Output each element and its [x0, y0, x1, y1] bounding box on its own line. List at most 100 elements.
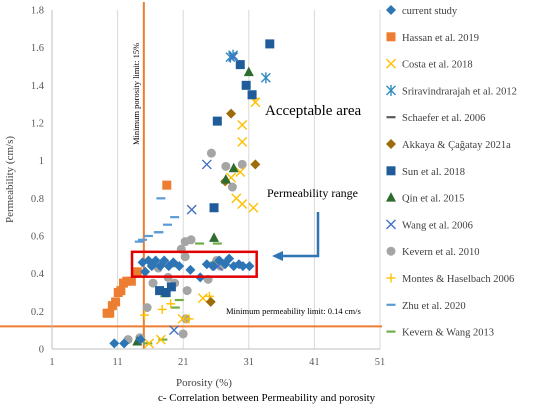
legend-marker	[386, 166, 396, 176]
legend-marker	[386, 192, 396, 202]
point-hassan-et-al-2019	[126, 276, 136, 286]
acceptable-area-label: Acceptable area	[265, 103, 362, 119]
point-montes-haselbach-2006	[157, 304, 167, 314]
point-sriravindrarajah-et-al-2012	[260, 72, 271, 84]
axes: 00.20.40.60.811.21.41.61.81 11 21 31 41 51Por…	[4, 6, 385, 390]
point-costa-et-al-2018	[197, 293, 208, 304]
point-costa-et-al-2018	[248, 202, 259, 213]
legend-label: Sriravindrarajah et al. 2012	[402, 86, 517, 97]
point-kevern-et-al-2010	[142, 303, 152, 313]
x-axis-title: Porosity (%)	[176, 377, 232, 389]
point-qin-et-al-2015	[243, 66, 254, 77]
annotations: Minimum porosity limit: 15% Minimum perme…	[130, 43, 376, 404]
point-sriravindrarajah-et-al-2012	[228, 49, 239, 61]
point-akkaya-a-atay-2021a	[250, 159, 261, 170]
point-sun-et-al-2018	[209, 203, 219, 213]
point-costa-et-al-2018	[177, 313, 188, 324]
point-sun-et-al-2018	[235, 60, 245, 70]
legend-marker	[386, 273, 396, 283]
legend-item-wang-et-al-2006: Wang et al. 2006	[386, 219, 473, 231]
point-costa-et-al-2018	[155, 334, 166, 345]
point-kevern-et-al-2010	[178, 329, 188, 339]
legend-item-hassan-et-al-2019: Hassan et al. 2019	[386, 32, 479, 44]
point-costa-et-al-2018	[250, 97, 261, 108]
legend-label: Kevern & Wang 2013	[402, 328, 494, 339]
grid	[117, 10, 381, 349]
point-sun-et-al-2018	[265, 39, 275, 49]
point-sun-et-al-2018	[241, 80, 251, 90]
y-tick-label: 0.4	[31, 269, 45, 280]
legend-label: Montes & Haselbach 2006	[402, 274, 514, 285]
point-costa-et-al-2018	[235, 166, 246, 177]
legend-label: Hassan et al. 2019	[402, 33, 479, 44]
point-kevern-et-al-2010	[206, 148, 216, 158]
point-current-study	[150, 255, 161, 266]
point-wang-et-al-2006	[201, 159, 212, 170]
point-current-study	[174, 261, 185, 272]
point-current-study	[159, 255, 170, 266]
point-kevern-et-al-2010	[227, 182, 237, 192]
x-tick-label: 11	[113, 357, 123, 368]
point-qin-et-al-2015	[220, 174, 231, 184]
legend: current study Hassan et al. 2019 Costa et …	[386, 5, 517, 339]
legend-marker	[386, 246, 396, 256]
point-akkaya-a-atay-2021a	[226, 108, 237, 119]
highlight-box	[130, 250, 258, 278]
legend-item-qin-et-al-2015: Qin et al. 2015	[386, 192, 464, 205]
point-hassan-et-al-2019	[162, 180, 172, 190]
y-tick-label: 1.6	[31, 43, 44, 54]
y-axis-title: Permeability (cm/s)	[4, 136, 16, 223]
legend-item-kevern-wang-2013: Kevern & Wang 2013	[386, 328, 494, 339]
point-costa-et-al-2018	[237, 198, 248, 209]
x-tick-label: 1	[49, 357, 54, 368]
legend-label: Zhu et al. 2020	[402, 301, 466, 312]
point-akkaya-a-atay-2021a	[205, 296, 216, 307]
point-montes-haselbach-2006	[139, 310, 149, 320]
legend-label: Schaefer et al. 2006	[402, 113, 485, 124]
legend-item-costa-et-al-2018: Costa et al. 2018	[386, 58, 473, 71]
reference-lines	[0, 2, 382, 349]
point-current-study	[140, 266, 151, 277]
point-sun-et-al-2018	[212, 116, 222, 126]
legend-label: Akkaya & Çağatay 2021a	[402, 140, 511, 151]
data-marks	[102, 39, 275, 349]
legend-item-current-study: current study	[386, 5, 458, 17]
x-tick-label: 31	[244, 357, 255, 368]
point-wang-et-al-2006	[186, 204, 197, 215]
x-tick-label: 21	[178, 357, 189, 368]
legend-marker	[386, 5, 396, 15]
legend-marker	[386, 219, 396, 230]
legend-label: Kevern et al. 2010	[402, 247, 480, 258]
point-current-study	[237, 261, 248, 272]
y-tick-label: 0.8	[31, 194, 44, 205]
legend-label: Wang et al. 2006	[402, 220, 473, 231]
y-tick-label: 0.2	[31, 307, 44, 318]
point-current-study	[185, 264, 196, 275]
legend-marker	[386, 32, 396, 42]
point-kevern-et-al-2010	[186, 235, 196, 245]
y-tick-label: 1.4	[31, 81, 45, 92]
point-current-study	[109, 338, 120, 349]
point-sun-et-al-2018	[161, 288, 171, 297]
point-montes-haselbach-2006	[184, 314, 194, 324]
point-hassan-et-al-2019	[111, 297, 121, 307]
point-wang-et-al-2006	[228, 52, 239, 63]
legend-item-schaefer-et-al-2006: Schaefer et al. 2006	[386, 113, 485, 124]
x-tick-label: 41	[309, 357, 320, 368]
point-kevern-et-al-2010	[148, 278, 158, 288]
point-hassan-et-al-2019	[116, 286, 126, 296]
point-montes-haselbach-2006	[166, 299, 176, 309]
y-tick-label: 1	[39, 156, 44, 167]
y-tick-label: 1.2	[31, 119, 44, 130]
legend-item-sun-et-al-2018: Sun et al. 2018	[386, 166, 465, 178]
point-kevern-et-al-2010	[180, 252, 190, 262]
figure-caption: c- Correlation between Permeability and …	[158, 392, 376, 404]
y-tick-label: 0.6	[31, 232, 44, 243]
point-current-study	[135, 334, 146, 345]
legend-label: Sun et al. 2018	[402, 167, 465, 178]
callout-arrow	[272, 212, 320, 261]
point-current-study	[119, 338, 130, 349]
point-kevern-et-al-2010	[182, 286, 192, 296]
legend-label: Qin et al. 2015	[402, 194, 464, 205]
legend-item-akkaya-a-atay-2021a: Akkaya & Çağatay 2021a	[386, 139, 511, 151]
